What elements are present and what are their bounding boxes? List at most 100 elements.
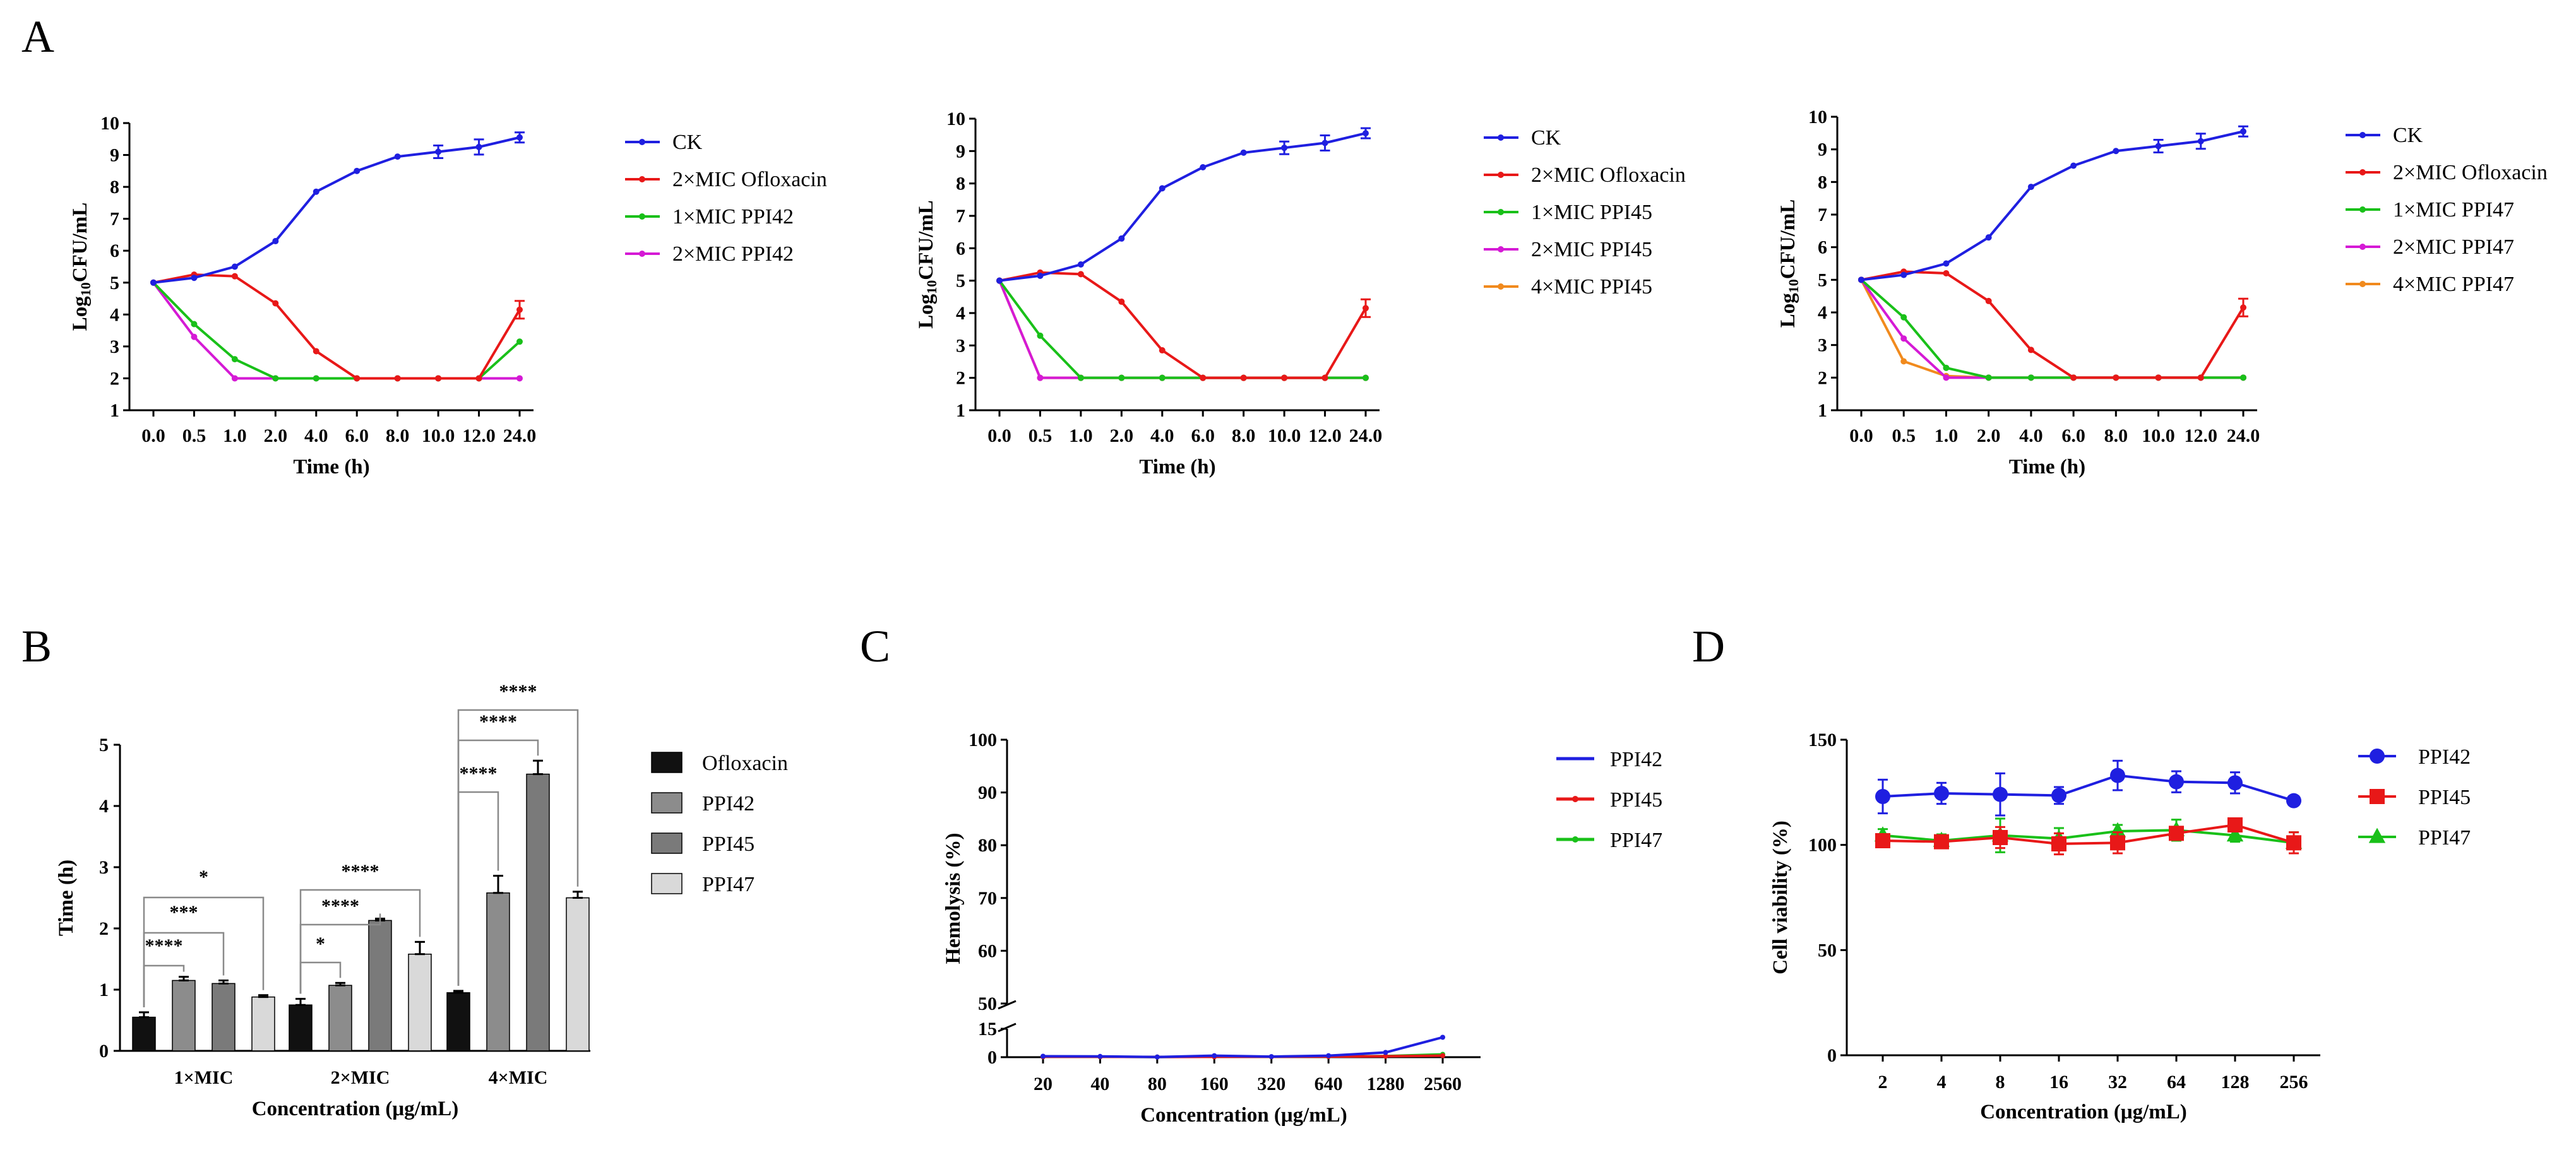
- y-axis-title: Log10CFU/mL: [915, 200, 939, 329]
- legend-marker: [2370, 749, 2385, 764]
- data-point: [1118, 299, 1125, 305]
- data-point: [1212, 1053, 1217, 1058]
- data-point: [2227, 817, 2243, 832]
- bar: [408, 953, 432, 1051]
- y-tick-label: 5: [99, 735, 109, 755]
- series-line: [1861, 130, 2244, 281]
- y-tick-label: 9: [1818, 139, 1827, 160]
- x-tick-label: 6.0: [2061, 425, 2085, 446]
- legend-marker: [2370, 789, 2385, 804]
- significance-bracket: [143, 896, 265, 1007]
- x-tick-label: 0.5: [1892, 425, 1916, 446]
- x-tick-label: 160: [1200, 1074, 1229, 1094]
- legend-label: 2×MIC Ofloxacin: [672, 168, 827, 191]
- legend-label: 2×MIC Ofloxacin: [2393, 161, 2548, 184]
- y-tick-label: 50: [1818, 940, 1837, 961]
- x-tick-label: 12.0: [2185, 425, 2218, 446]
- bar: [289, 1004, 313, 1051]
- data-point: [2113, 374, 2120, 381]
- legend-label: Ofloxacin: [702, 752, 788, 775]
- data-point: [313, 188, 319, 195]
- y-tick-label: 7: [956, 206, 965, 227]
- x-tick-label: 2560: [1424, 1074, 1462, 1094]
- legend-swatch: [651, 752, 683, 773]
- significance-label: ****: [321, 896, 359, 916]
- y-tick-label: 100: [1808, 835, 1837, 856]
- data-point: [1943, 270, 1950, 276]
- data-point: [2051, 788, 2066, 803]
- time-kill-chart-ppi42: 1 2 3 4 5 6 7 8 9 10 0.0 0.5 1.0 2.0 4.0 6.0 8.0 10.0 12.0…: [69, 113, 827, 478]
- significance-bracket: [457, 709, 579, 986]
- data-point: [1943, 364, 1950, 371]
- y-tick-label: 4: [110, 304, 119, 325]
- y-tick-label: 7: [110, 209, 119, 230]
- axis-break-mark: [998, 1000, 1017, 1010]
- legend-label: 1×MIC PPI45: [1531, 201, 1652, 224]
- data-point: [394, 153, 401, 160]
- data-point: [1077, 374, 1084, 381]
- y-tick-label: 6: [956, 238, 965, 259]
- x-tick-label: 6.0: [1191, 425, 1215, 446]
- x-axis-title: Concentration (μg/mL): [1980, 1101, 2187, 1123]
- data-point: [313, 375, 319, 382]
- x-tick-label: 1.0: [1935, 425, 1959, 446]
- legend-marker: [1572, 836, 1578, 843]
- data-point: [2109, 822, 2126, 838]
- x-tick-label: 2.0: [264, 425, 288, 446]
- data-point: [1875, 789, 1890, 804]
- significance-label: ****: [499, 681, 537, 702]
- series-line: [153, 273, 521, 380]
- data-point: [1326, 1053, 1332, 1058]
- legend-marker: [639, 213, 645, 220]
- x-axis-title: Time (h): [2009, 456, 2085, 478]
- data-point: [1985, 374, 1992, 381]
- data-point: [150, 279, 157, 286]
- data-point: [1440, 1034, 1445, 1040]
- series-line: [1882, 823, 2294, 846]
- x-tick-label: 2.0: [1977, 425, 2001, 446]
- legend-swatch: [651, 792, 683, 814]
- legend-marker: [1572, 796, 1578, 802]
- bar: [172, 980, 196, 1051]
- y-tick-label: 100: [969, 730, 997, 750]
- legend-marker: [1498, 172, 1504, 178]
- y-tick-label: 60: [978, 940, 997, 961]
- legend-label: PPI42: [2418, 745, 2471, 769]
- x-tick-label: 16: [2049, 1072, 2068, 1093]
- data-point: [2070, 162, 2077, 169]
- data-point: [1383, 1053, 1388, 1059]
- bar: [251, 996, 275, 1051]
- data-point: [1900, 358, 1907, 365]
- significance-label: ****: [342, 861, 379, 882]
- significance-bracket: [299, 889, 421, 994]
- legend-label: CK: [2393, 124, 2423, 147]
- data-point: [435, 375, 442, 382]
- data-point: [1159, 374, 1166, 381]
- hemolysis-chart: 50 60 70 80 90 100 0 15 20 40 80 160 320 640 1280 2560 C…: [942, 730, 1662, 1127]
- y-tick-label: 2: [99, 918, 109, 939]
- x-tick-label: 1280: [1367, 1074, 1405, 1094]
- data-point: [1037, 332, 1044, 339]
- y-axis-title: Log10CFU/mL: [69, 203, 93, 331]
- data-point: [1154, 1054, 1160, 1060]
- y-tick-label: 4: [99, 796, 109, 817]
- significance-label: *: [199, 867, 208, 887]
- legend-marker: [2359, 169, 2366, 175]
- bar: [368, 920, 392, 1051]
- y-tick-label: 3: [99, 857, 109, 878]
- x-tick-label: 8: [1996, 1072, 2005, 1093]
- data-point: [1934, 786, 1949, 801]
- x-tick-label: 4: [1937, 1072, 1947, 1093]
- x-tick-label: 0.5: [182, 425, 206, 446]
- data-point: [231, 263, 238, 270]
- data-point: [1159, 185, 1166, 192]
- x-tick-label: 10.0: [2142, 425, 2175, 446]
- legend-label: PPI47: [702, 873, 754, 896]
- y-tick-label: 50: [978, 993, 997, 1014]
- y-axis-title: Log10CFU/mL: [1777, 199, 1801, 328]
- y-tick-label: 5: [956, 271, 965, 292]
- data-point: [1943, 260, 1950, 267]
- data-point: [2240, 374, 2246, 381]
- y-tick-label: 8: [956, 174, 965, 194]
